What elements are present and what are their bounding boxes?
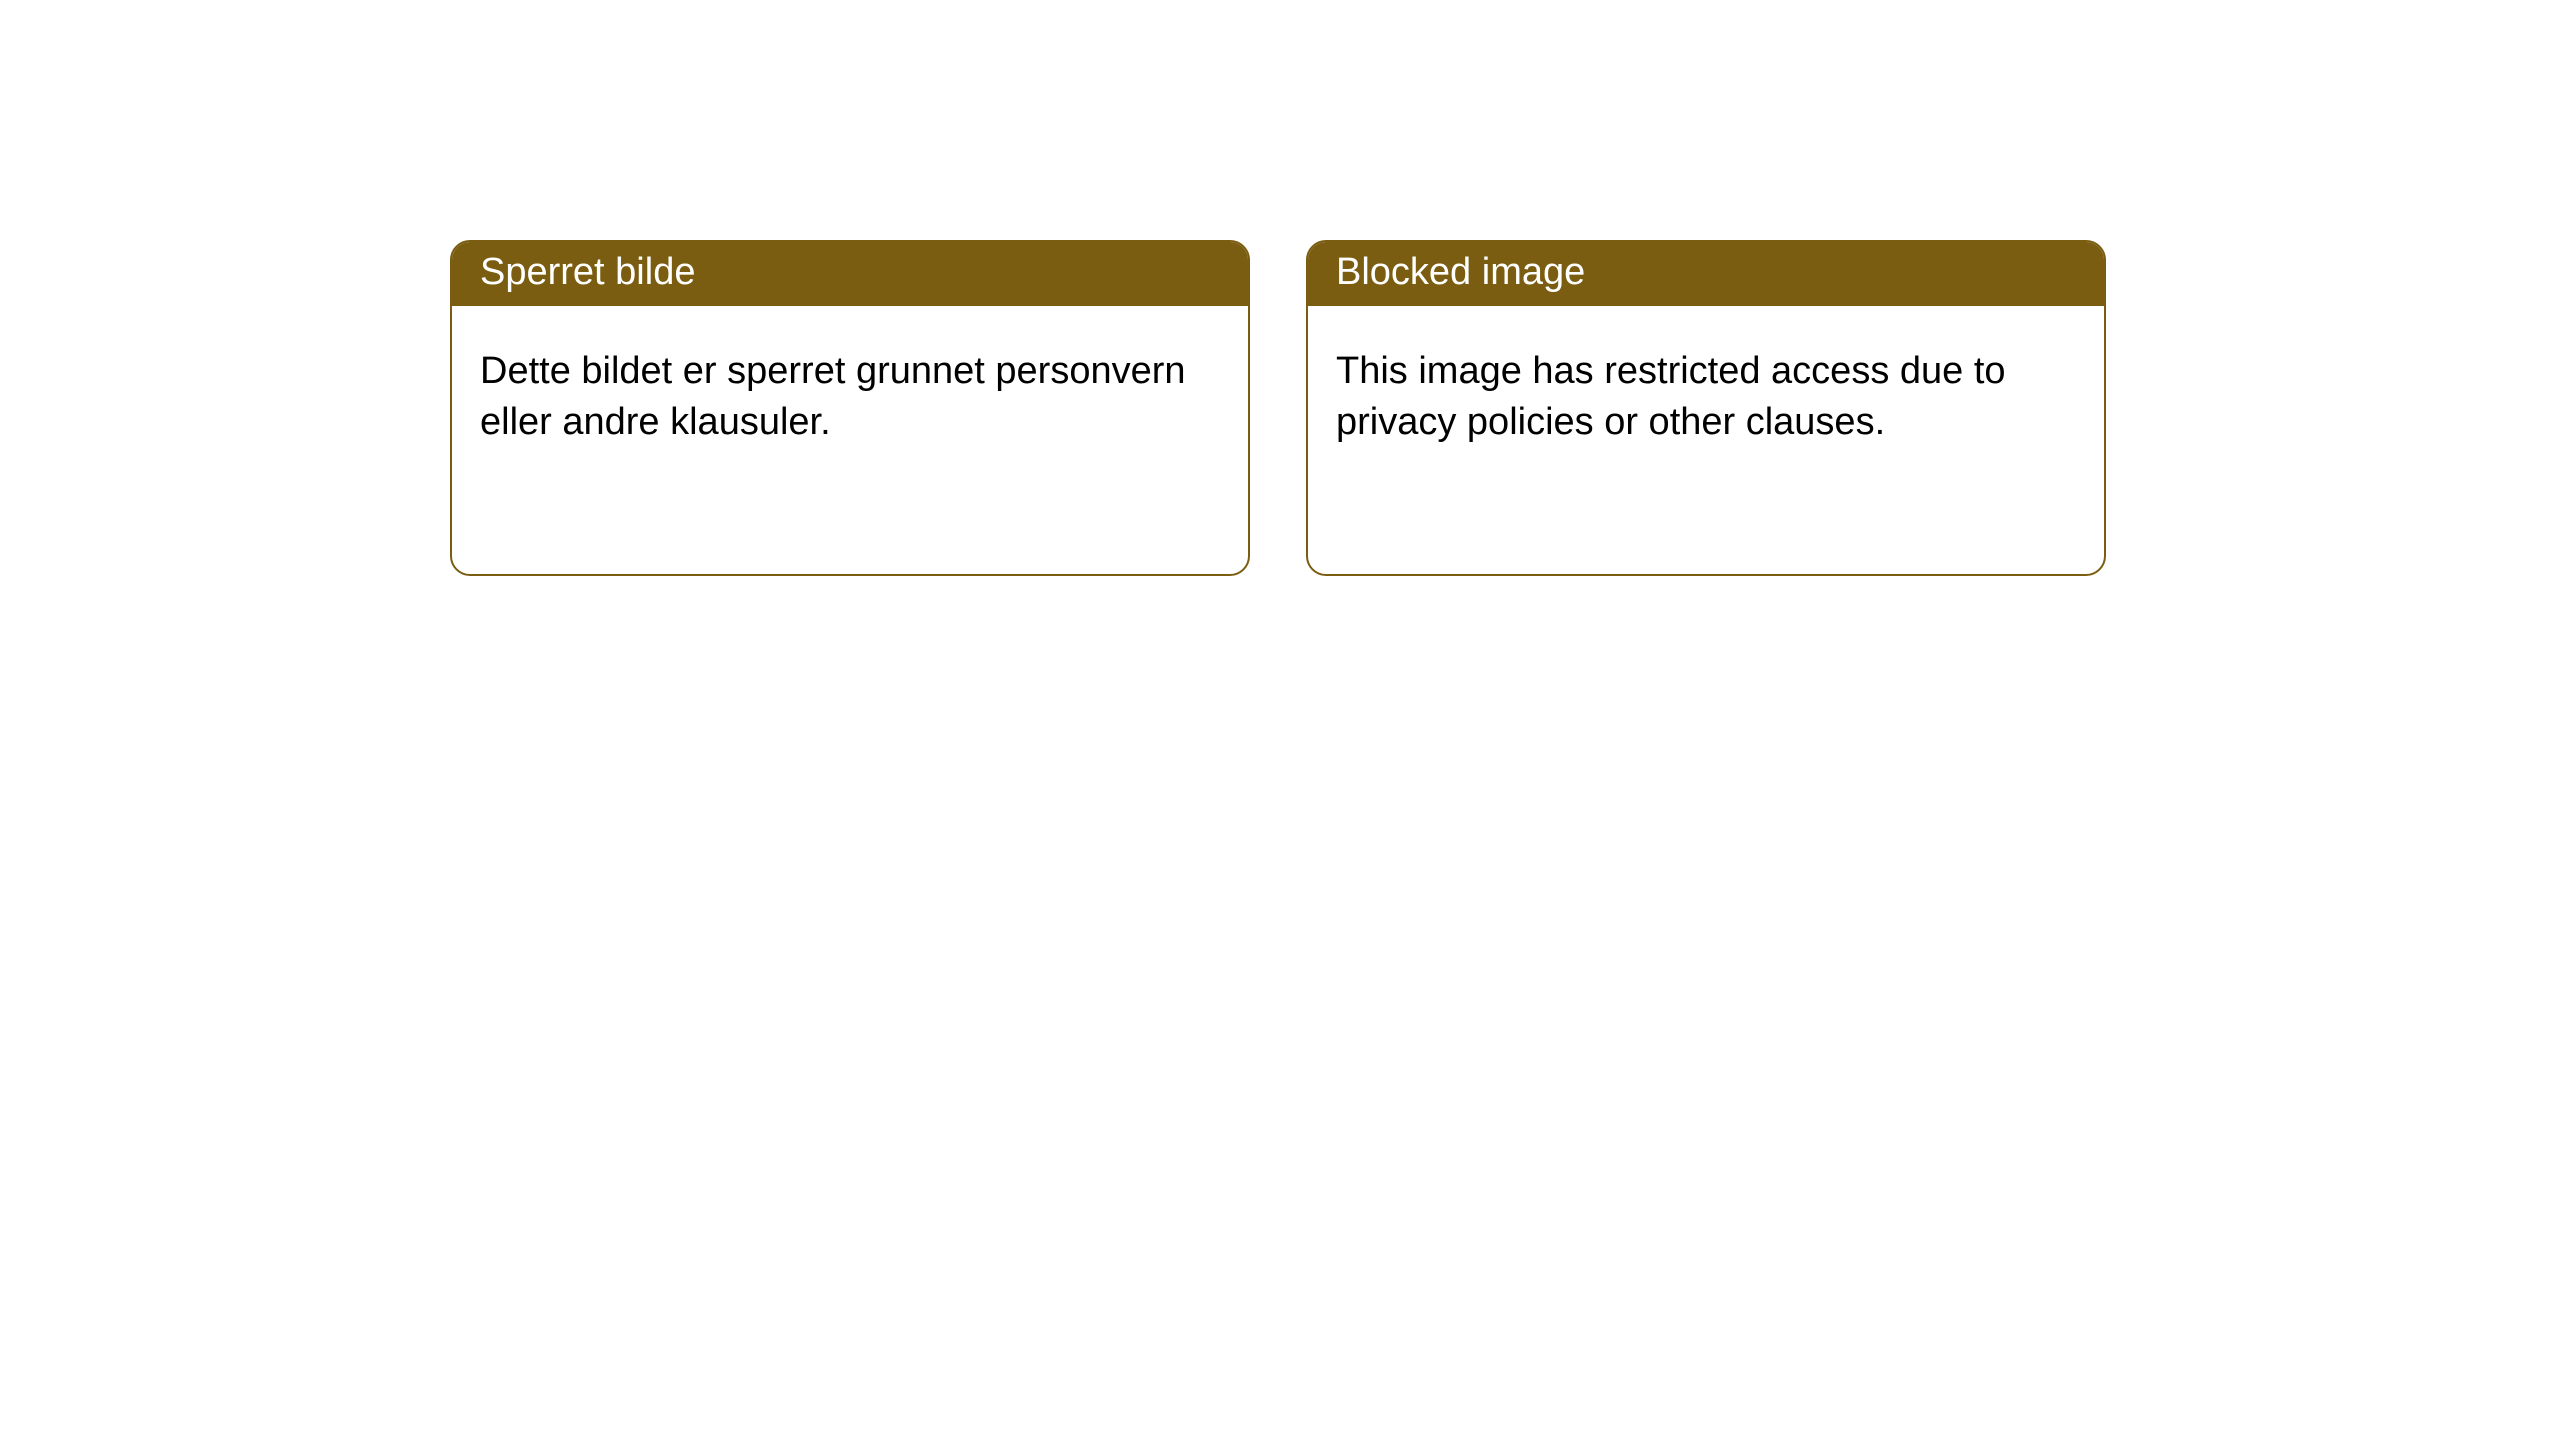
card-body-en: This image has restricted access due to … <box>1308 306 2104 477</box>
blocked-image-card-no: Sperret bilde Dette bildet er sperret gr… <box>450 240 1250 576</box>
card-title-en: Blocked image <box>1308 242 2104 306</box>
card-title-no: Sperret bilde <box>452 242 1248 306</box>
card-body-no: Dette bildet er sperret grunnet personve… <box>452 306 1248 477</box>
notice-container: Sperret bilde Dette bildet er sperret gr… <box>0 0 2560 576</box>
blocked-image-card-en: Blocked image This image has restricted … <box>1306 240 2106 576</box>
